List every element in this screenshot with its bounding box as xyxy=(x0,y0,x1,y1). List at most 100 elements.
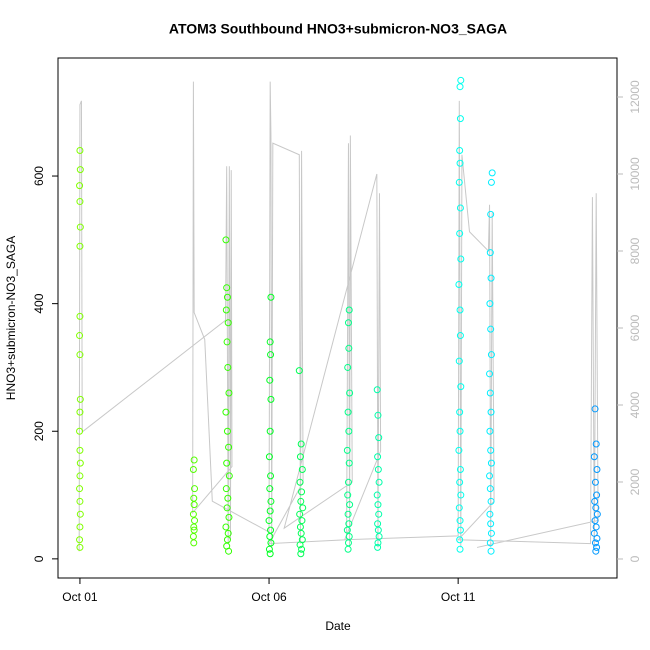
point xyxy=(344,408,352,416)
point xyxy=(222,236,230,244)
point xyxy=(76,510,84,518)
y-tick-label: 600 xyxy=(32,166,46,186)
point xyxy=(265,453,273,461)
point xyxy=(76,543,84,551)
point xyxy=(76,332,84,340)
point xyxy=(189,510,197,518)
point xyxy=(456,204,464,212)
point xyxy=(375,478,383,486)
point xyxy=(222,485,230,493)
point xyxy=(343,446,351,454)
point xyxy=(591,517,599,525)
point xyxy=(344,545,352,553)
point xyxy=(374,411,382,419)
point xyxy=(373,386,381,394)
point xyxy=(76,523,84,531)
y2-tick-label: 6000 xyxy=(628,314,642,341)
series-line xyxy=(78,81,599,552)
point xyxy=(266,533,274,541)
point xyxy=(345,344,353,352)
point xyxy=(223,427,231,435)
point xyxy=(456,115,464,123)
point xyxy=(345,520,353,528)
point xyxy=(76,446,84,454)
point xyxy=(225,513,233,521)
point xyxy=(456,545,464,553)
point xyxy=(456,306,464,314)
y2-tick-label: 12000 xyxy=(628,80,642,114)
point xyxy=(267,395,275,403)
point xyxy=(296,478,304,486)
x-axis-label: Date xyxy=(325,619,351,633)
x-tick-label: Oct 06 xyxy=(251,590,287,604)
point xyxy=(456,408,464,416)
point xyxy=(266,427,274,435)
point xyxy=(486,510,494,518)
point xyxy=(344,539,352,547)
point xyxy=(190,501,198,509)
point xyxy=(224,363,232,371)
point xyxy=(298,466,306,474)
point xyxy=(374,466,382,474)
point xyxy=(590,453,598,461)
point xyxy=(267,497,275,505)
point xyxy=(190,494,198,502)
point xyxy=(487,529,495,537)
point xyxy=(76,242,84,250)
y2-tick-label: 0 xyxy=(628,555,642,562)
point xyxy=(222,306,230,314)
point xyxy=(267,539,275,547)
point xyxy=(487,351,495,359)
y-tick-label: 400 xyxy=(32,293,46,313)
point xyxy=(487,178,495,186)
point xyxy=(344,510,352,518)
point xyxy=(296,541,304,549)
x-tick-label: Oct 01 xyxy=(62,590,98,604)
point xyxy=(267,293,275,301)
y2-tick-label: 8000 xyxy=(628,237,642,264)
point xyxy=(190,456,198,464)
point xyxy=(592,547,600,555)
point xyxy=(457,255,465,263)
point xyxy=(223,338,231,346)
y-axis-label: HNO3+submicron-NO3_SAGA xyxy=(4,236,18,400)
point xyxy=(486,249,494,257)
point xyxy=(265,517,273,525)
point xyxy=(76,497,84,505)
point xyxy=(266,550,274,558)
point xyxy=(455,281,463,289)
point xyxy=(298,517,306,525)
point xyxy=(456,83,464,91)
point xyxy=(486,300,494,308)
point xyxy=(487,446,495,454)
point xyxy=(487,547,495,555)
point xyxy=(455,504,463,512)
point xyxy=(456,478,464,486)
y2-tick-label: 4000 xyxy=(628,391,642,418)
point xyxy=(191,517,199,525)
point xyxy=(487,497,495,505)
point xyxy=(456,159,464,167)
point xyxy=(488,169,496,177)
point xyxy=(76,198,84,206)
point xyxy=(299,504,307,512)
point xyxy=(486,485,494,493)
point xyxy=(592,504,600,512)
point xyxy=(456,229,464,237)
point xyxy=(225,389,233,397)
point xyxy=(346,501,354,509)
point xyxy=(345,427,353,435)
point xyxy=(76,395,84,403)
point xyxy=(224,494,232,502)
point xyxy=(266,376,274,384)
point xyxy=(457,491,465,499)
point xyxy=(266,507,274,515)
point xyxy=(298,545,306,553)
point xyxy=(344,491,352,499)
point xyxy=(222,523,230,531)
point xyxy=(297,529,305,537)
point xyxy=(344,478,352,486)
point xyxy=(296,510,304,518)
